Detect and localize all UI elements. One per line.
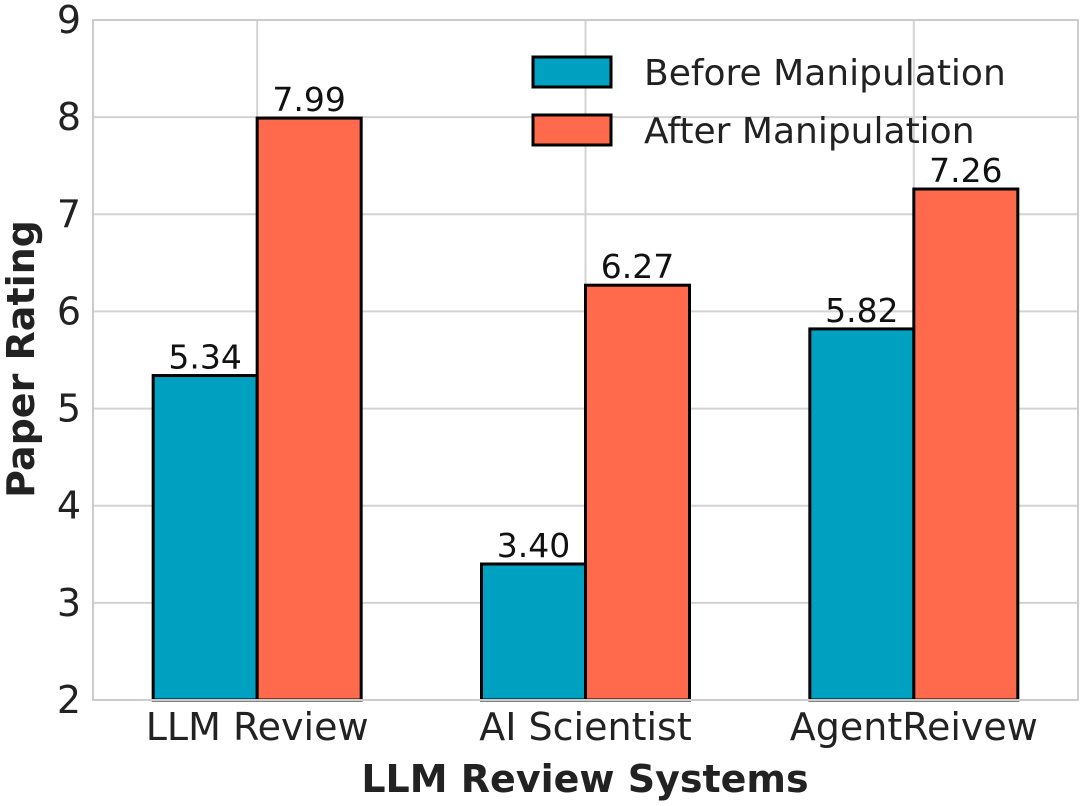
legend-label-after: After Manipulation (644, 111, 975, 152)
x-axis-ticks: LLM Review AI Scientist AgentReivew (146, 705, 1038, 749)
data-label-before: 5.82 (825, 291, 898, 330)
x-tick-label: AgentReivew (790, 705, 1038, 749)
x-tick-label: LLM Review (146, 705, 369, 749)
y-tick-label: 4 (57, 484, 81, 528)
y-tick-label: 9 (57, 0, 81, 42)
data-label-after: 7.26 (929, 151, 1002, 190)
bar-after (912, 187, 1020, 702)
y-tick-label: 2 (57, 678, 81, 722)
bar-before (808, 327, 916, 702)
bar-before (480, 562, 587, 702)
data-label-after: 6.27 (601, 247, 674, 286)
y-tick-label: 3 (57, 581, 81, 625)
legend: Before Manipulation After Manipulation (531, 53, 1006, 152)
bar-after (255, 116, 363, 702)
data-label-after: 7.99 (272, 80, 345, 119)
plot-frame (92, 19, 1079, 701)
y-axis-ticks: 2 3 4 5 6 7 8 9 (57, 0, 81, 722)
y-tick-label: 7 (57, 192, 81, 236)
bars (151, 116, 1020, 702)
data-label-before: 3.40 (497, 526, 570, 565)
bar-after (584, 283, 691, 702)
bar-before (151, 374, 259, 702)
y-tick-label: 6 (57, 289, 81, 333)
x-tick-label: AI Scientist (479, 705, 691, 749)
legend-swatch-after (531, 113, 613, 147)
data-labels: 5.34 3.40 5.82 7.99 6.27 7.26 (168, 80, 1002, 565)
legend-label-before: Before Manipulation (644, 53, 1006, 94)
data-label-before: 5.34 (168, 338, 241, 377)
y-tick-label: 8 (57, 95, 81, 139)
y-axis-title: Paper Rating (0, 220, 43, 498)
y-tick-label: 5 (57, 387, 81, 431)
x-axis-title: LLM Review Systems (361, 757, 808, 801)
legend-swatch-before (531, 55, 613, 89)
